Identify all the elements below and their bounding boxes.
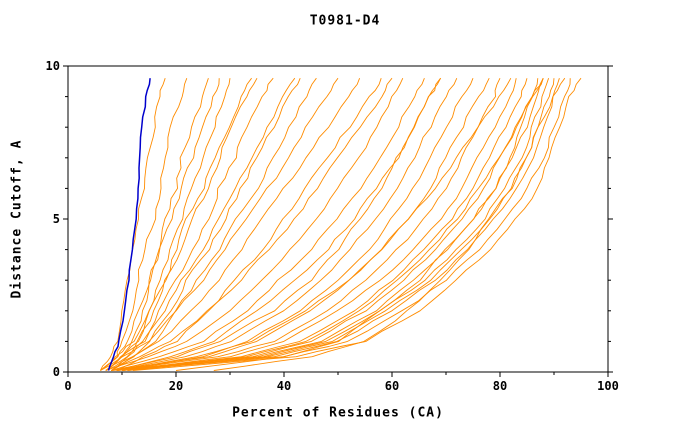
model-curve (111, 78, 425, 371)
model-curve (121, 78, 517, 371)
x-tick-label: 60 (385, 379, 399, 393)
y-tick-label: 0 (53, 365, 60, 379)
model-curve (99, 78, 166, 371)
model-curve (111, 77, 441, 371)
model-curve (121, 78, 474, 371)
model-curve (110, 77, 393, 371)
model-curve (110, 77, 317, 371)
model-curve (127, 77, 566, 371)
model-curve (116, 77, 441, 371)
model-curve (121, 78, 539, 371)
chart-title: T0981-D4 (309, 13, 381, 29)
model-curve (116, 78, 501, 371)
model-curve (213, 78, 555, 371)
model-curve (127, 78, 550, 371)
x-tick-label: 80 (493, 379, 507, 393)
model-curve (100, 78, 188, 371)
highlighted-model-curve (107, 78, 151, 371)
model-curve (121, 78, 544, 371)
model-curve (105, 78, 361, 371)
model-curve (110, 78, 301, 371)
model-curve (105, 77, 296, 371)
model-curve (100, 77, 339, 371)
model-curve (116, 77, 512, 371)
model-curve (121, 78, 571, 371)
x-tick-label: 0 (64, 379, 71, 393)
model-curve (132, 77, 582, 371)
model-curve (116, 78, 528, 371)
y-tick-label: 5 (53, 212, 60, 226)
model-curve (116, 78, 560, 371)
y-tick-label: 10 (46, 59, 60, 73)
model-curve (111, 77, 490, 371)
model-curve (116, 78, 382, 371)
model-curve (100, 78, 220, 371)
model-curve (105, 78, 231, 371)
model-curve (175, 78, 544, 371)
x-tick-label: 20 (169, 379, 183, 393)
model-curve (100, 77, 252, 371)
model-curve (105, 77, 258, 371)
x-axis-label: Percent of Residues (CA) (232, 405, 444, 421)
x-tick-label: 100 (597, 379, 619, 393)
x-tick-label: 40 (277, 379, 291, 393)
model-curve (116, 78, 458, 371)
model-curve (105, 78, 404, 371)
